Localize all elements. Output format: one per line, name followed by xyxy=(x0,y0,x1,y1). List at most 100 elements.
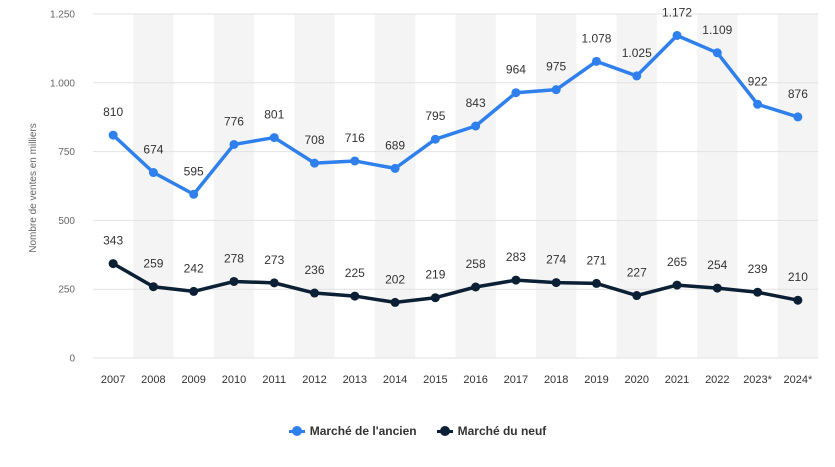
data-point[interactable] xyxy=(390,297,400,307)
series-line-0 xyxy=(111,33,800,197)
data-label: 225 xyxy=(345,266,365,280)
x-tick-label: 2011 xyxy=(262,374,286,386)
x-axis-ticks: 2007 2008 2009 2010 2011 2012 2013 2014 2015 2016… xyxy=(101,374,813,386)
data-point[interactable] xyxy=(591,278,601,288)
y-tick-label: 250 xyxy=(58,285,75,296)
data-point[interactable] xyxy=(471,121,481,131)
data-point[interactable] xyxy=(753,287,763,297)
y-axis-label: Nombre de ventes en milliers xyxy=(28,123,39,253)
x-tick-label: 2014 xyxy=(383,374,407,386)
data-label: 210 xyxy=(788,270,808,284)
band xyxy=(536,14,577,358)
series-line-1 xyxy=(111,261,800,305)
x-tick-label: 2009 xyxy=(181,374,205,386)
band xyxy=(455,14,496,358)
y-tick-label: 500 xyxy=(58,216,75,227)
x-tick-label: 2012 xyxy=(302,374,326,386)
data-label: 278 xyxy=(224,251,244,265)
data-point[interactable] xyxy=(390,163,400,173)
data-point[interactable] xyxy=(189,189,199,199)
data-point[interactable] xyxy=(269,278,279,288)
x-tick-label: 2024* xyxy=(783,374,812,386)
data-point[interactable] xyxy=(793,112,803,122)
data-point[interactable] xyxy=(148,282,158,292)
data-label: 1.172 xyxy=(662,5,692,19)
data-point[interactable] xyxy=(148,168,158,178)
x-tick-label: 2016 xyxy=(463,374,487,386)
data-point[interactable] xyxy=(310,158,320,168)
data-point[interactable] xyxy=(350,156,360,166)
data-point[interactable] xyxy=(471,282,481,292)
data-label: 265 xyxy=(667,255,687,269)
data-point[interactable] xyxy=(632,291,642,301)
band xyxy=(697,14,738,358)
data-point[interactable] xyxy=(229,139,239,149)
y-tick-label: 0 xyxy=(69,354,75,365)
data-label: 239 xyxy=(748,262,768,276)
data-label: 674 xyxy=(143,143,163,157)
data-point[interactable] xyxy=(430,293,440,303)
data-point[interactable] xyxy=(632,71,642,81)
data-point[interactable] xyxy=(108,259,118,269)
band xyxy=(133,14,174,358)
band xyxy=(294,14,335,358)
legend-label-neuf: Marché du neuf xyxy=(457,424,547,438)
data-label: 236 xyxy=(305,263,325,277)
data-point[interactable] xyxy=(229,276,239,286)
x-tick-label: 2007 xyxy=(101,374,125,386)
data-point[interactable] xyxy=(511,275,521,285)
band xyxy=(213,14,255,358)
data-label: 776 xyxy=(224,114,244,128)
data-point[interactable] xyxy=(108,130,118,140)
legend-swatch-neuf xyxy=(436,425,453,437)
legend-swatch-ancien xyxy=(288,425,305,437)
data-label: 271 xyxy=(586,253,606,267)
data-label: 801 xyxy=(264,108,284,122)
data-point[interactable] xyxy=(551,85,561,95)
data-point[interactable] xyxy=(310,288,320,298)
data-point[interactable] xyxy=(712,283,722,293)
x-tick-label: 2023* xyxy=(743,374,772,386)
data-label: 273 xyxy=(264,253,284,267)
data-label: 708 xyxy=(305,133,325,147)
data-label: 343 xyxy=(103,234,123,248)
data-point[interactable] xyxy=(753,99,763,109)
band xyxy=(777,14,818,358)
data-point[interactable] xyxy=(793,295,803,305)
data-point[interactable] xyxy=(511,88,521,98)
legend-item-ancien[interactable]: Marché de l'ancien xyxy=(288,424,417,438)
data-point[interactable] xyxy=(712,48,722,58)
data-point[interactable] xyxy=(672,30,682,40)
data-label: 876 xyxy=(788,87,808,101)
x-tick-label: 2021 xyxy=(665,374,689,386)
data-label: 595 xyxy=(184,164,204,178)
y-axis-ticks: 0 250 500 750 1.000 1.250 xyxy=(50,10,75,365)
legend-label-ancien: Marché de l'ancien xyxy=(309,424,417,438)
data-label: 964 xyxy=(506,63,526,77)
data-label: 810 xyxy=(103,105,123,119)
data-point[interactable] xyxy=(591,56,601,66)
x-tick-label: 2017 xyxy=(504,374,528,386)
data-label: 843 xyxy=(466,96,486,110)
data-label: 1.025 xyxy=(622,46,652,60)
data-label: 242 xyxy=(184,261,204,275)
data-point[interactable] xyxy=(350,291,360,301)
data-label: 689 xyxy=(385,138,405,152)
data-label: 922 xyxy=(748,74,768,88)
data-point[interactable] xyxy=(551,278,561,288)
data-label: 254 xyxy=(707,258,727,272)
x-tick-label: 2010 xyxy=(222,374,246,386)
data-point[interactable] xyxy=(189,286,199,296)
data-point[interactable] xyxy=(672,280,682,290)
data-label: 795 xyxy=(425,109,445,123)
x-tick-label: 2015 xyxy=(423,374,447,386)
data-point[interactable] xyxy=(430,134,440,144)
x-tick-label: 2019 xyxy=(584,374,608,386)
data-label: 219 xyxy=(425,268,445,282)
data-label: 1.109 xyxy=(702,23,732,37)
legend-item-neuf[interactable]: Marché du neuf xyxy=(436,424,547,438)
x-tick-label: 2020 xyxy=(625,374,649,386)
data-point[interactable] xyxy=(269,133,279,143)
band xyxy=(616,14,657,358)
